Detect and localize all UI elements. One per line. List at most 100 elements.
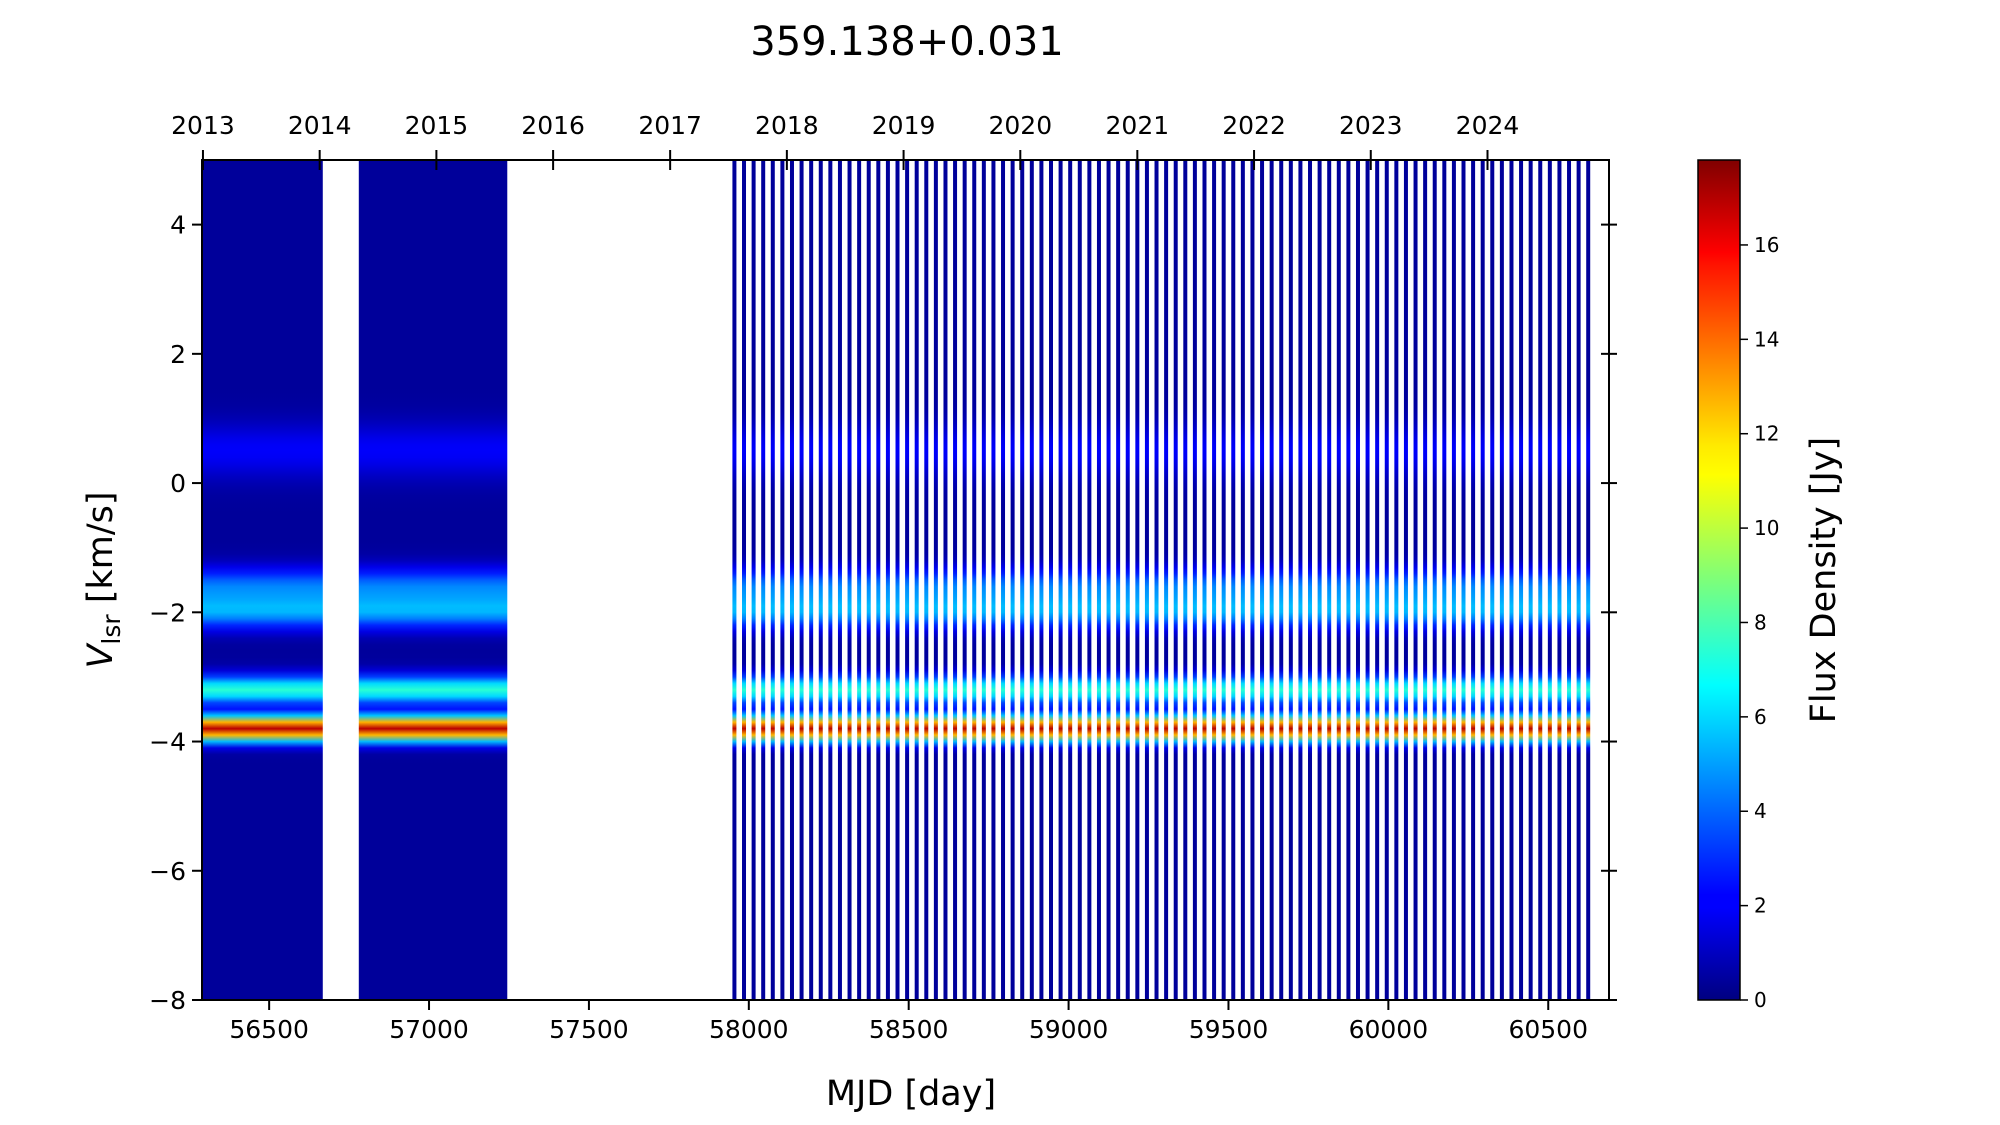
observation-strip	[1250, 160, 1255, 1000]
observation-strip	[464, 160, 468, 1000]
observation-strip	[313, 160, 317, 1000]
colorbar-tick-label: 4	[1754, 799, 1767, 823]
observation-strip	[284, 160, 288, 1000]
observation-strip	[809, 160, 814, 1000]
x-axis-label: MJD [day]	[826, 1074, 996, 1114]
observation-strip	[1336, 160, 1341, 1000]
observation-strip	[365, 160, 369, 1000]
observation-strip	[732, 160, 737, 1000]
observation-strip	[319, 160, 323, 1000]
x-tick-label: 57500	[549, 1015, 629, 1044]
observation-strip	[462, 160, 466, 1000]
observation-strip	[914, 160, 919, 1000]
heatmap-area	[201, 160, 1591, 1000]
observation-strip	[283, 160, 286, 1000]
observation-strip	[398, 160, 402, 1000]
observation-strip	[1096, 160, 1101, 1000]
year-tick-label: 2016	[521, 111, 585, 140]
observation-strip	[414, 160, 418, 1000]
observation-strip	[260, 160, 264, 1000]
observation-strip	[885, 160, 890, 1000]
y-tick-label: −8	[149, 986, 186, 1015]
x-tick-label: 56500	[229, 1015, 309, 1044]
observation-strip	[401, 160, 405, 1000]
observation-strip	[1461, 160, 1466, 1000]
observation-strip	[443, 160, 447, 1000]
colorbar	[1697, 159, 1741, 1001]
observation-strip	[238, 160, 242, 1000]
observation-strip	[481, 160, 485, 1000]
observation-strip	[219, 160, 223, 1000]
observation-strip	[425, 160, 429, 1000]
observation-strip	[211, 160, 215, 1000]
observation-strip	[1394, 160, 1399, 1000]
observation-strip	[239, 160, 243, 1000]
observation-strip	[1049, 160, 1053, 1000]
observation-strip	[206, 160, 210, 1000]
observation-strip	[417, 160, 421, 1000]
observation-strip	[1346, 160, 1351, 1000]
observation-strip	[483, 160, 487, 1000]
observation-strip	[866, 160, 871, 1000]
observation-strip	[303, 160, 307, 1000]
observation-strip	[991, 160, 996, 1000]
observation-strip	[279, 160, 283, 1000]
observation-strip	[230, 160, 234, 1000]
x-tick-label: 60000	[1349, 1015, 1429, 1044]
observation-strip	[369, 160, 373, 1000]
observation-strip	[799, 160, 804, 1000]
observation-strip	[430, 160, 434, 1000]
observation-strip	[876, 160, 881, 1000]
observation-strip	[486, 160, 490, 1000]
observation-strip	[297, 160, 301, 1000]
y-tick-label: −4	[149, 728, 186, 757]
observation-strip	[257, 160, 261, 1000]
observation-strip	[405, 160, 409, 1000]
observation-strip	[441, 160, 445, 1000]
observation-strip	[1020, 160, 1025, 1000]
observation-strip	[905, 160, 910, 1000]
observation-strip	[212, 160, 216, 1000]
chart-title: 359.138+0.031	[750, 19, 1063, 65]
observation-strip	[406, 160, 410, 1000]
observation-strip	[488, 160, 492, 1000]
observation-strip	[438, 160, 442, 1000]
observation-strip	[1375, 160, 1380, 1000]
observation-strip	[427, 160, 431, 1000]
observation-strip	[215, 160, 219, 1000]
observation-strip	[419, 160, 423, 1000]
observation-strip	[1202, 160, 1207, 1000]
observation-strip	[1355, 160, 1360, 1000]
observation-strip	[318, 160, 322, 1000]
observation-strip	[251, 160, 255, 1000]
observation-strip	[308, 160, 312, 1000]
observation-strip	[459, 160, 463, 1000]
observation-strip	[227, 160, 231, 1000]
observation-strip	[263, 160, 267, 1000]
x-tick-label: 59000	[1029, 1015, 1109, 1044]
year-tick-label: 2023	[1339, 111, 1403, 140]
observation-strip	[1144, 160, 1149, 1000]
observation-strip	[1528, 160, 1533, 1000]
observation-strip	[294, 160, 298, 1000]
observation-strip	[933, 160, 938, 1000]
observation-strip	[1068, 160, 1073, 1000]
observation-strip	[254, 160, 258, 1000]
observation-strip	[217, 160, 221, 1000]
observation-strip	[306, 160, 310, 1000]
observation-strip	[451, 160, 455, 1000]
observation-strip	[1058, 160, 1063, 1000]
observation-strip	[422, 160, 426, 1000]
observation-strip	[289, 160, 293, 1000]
observation-strip	[384, 160, 388, 1000]
observation-strip	[286, 160, 290, 1000]
year-tick-label: 2019	[872, 111, 936, 140]
year-tick-label: 2024	[1456, 111, 1520, 140]
observation-strip	[953, 160, 958, 1000]
observation-strip	[780, 160, 785, 1000]
observation-strip	[857, 160, 862, 1000]
observation-strip	[275, 160, 279, 1000]
observation-strip	[1403, 160, 1408, 1000]
observation-strip	[228, 160, 232, 1000]
observation-strip	[497, 160, 501, 1000]
